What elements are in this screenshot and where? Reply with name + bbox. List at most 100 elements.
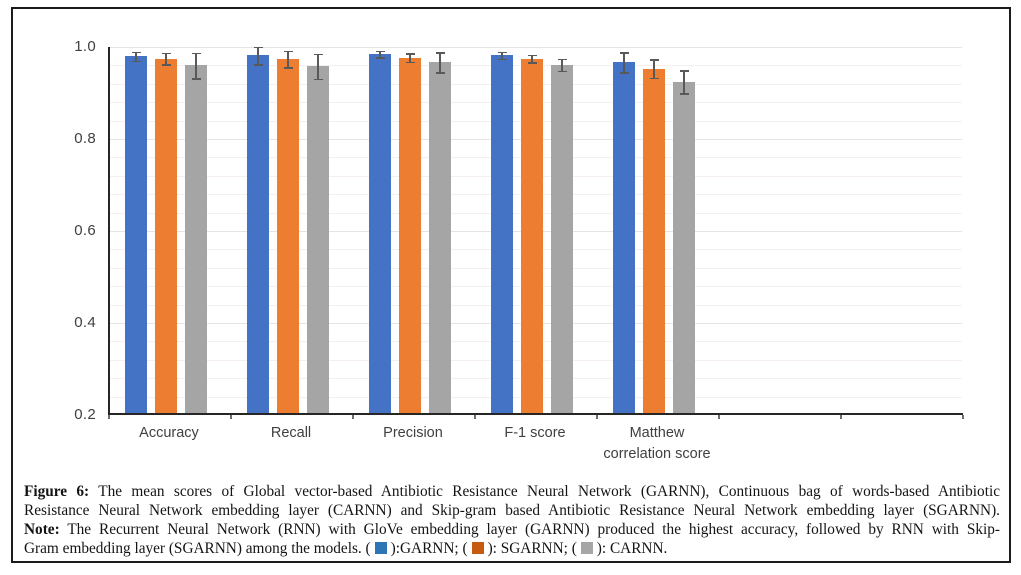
error-bar-cap-bottom	[405, 61, 415, 64]
bar-carnn-f-1-score	[551, 64, 573, 415]
error-bar-cap-top	[131, 51, 141, 54]
y-tick-label: 0.6	[74, 222, 96, 239]
y-tick-label: 0.8	[74, 130, 96, 147]
error-bar-cap-bottom	[679, 93, 689, 95]
x-axis-tick	[840, 415, 842, 419]
caption-line-2-text: Resistance Neural Network embedding laye…	[24, 502, 1000, 519]
error-bar-cap-bottom	[649, 77, 659, 80]
bar-garnn-recall	[247, 55, 269, 415]
error-bar-cap-bottom	[283, 67, 293, 69]
x-category-label: Matthew correlation score	[603, 425, 711, 463]
error-bar-cap-top	[253, 46, 263, 49]
caption-line-4: Gram embedding layer (SGARNN) among the …	[24, 539, 1000, 558]
major-gridline	[108, 47, 962, 48]
error-bar-cap-top	[619, 52, 629, 54]
x-axis-tick	[108, 415, 110, 419]
error-bar-cap-top	[497, 51, 507, 54]
figure-caption: Figure 6: The mean scores of Global vect…	[24, 482, 1000, 558]
error-bar-line	[683, 70, 685, 93]
bar-sgarnn-accuracy	[155, 58, 177, 415]
caption-line-3-text: The Recurrent Neural Network (RNN) with …	[59, 521, 1000, 538]
error-bar-line	[531, 54, 533, 63]
caption-figure-label: Figure 6:	[24, 483, 90, 500]
error-bar-cap-bottom	[191, 78, 201, 80]
x-category-label: Accuracy	[139, 425, 199, 441]
x-axis-tick	[352, 415, 354, 419]
x-axis-tick	[962, 415, 964, 419]
error-bar-cap-bottom	[375, 57, 385, 59]
error-bar-cap-top	[375, 50, 385, 53]
caption-legend: ):GARNN; ( ): SGARNN; ( ): CARNN.	[371, 540, 668, 557]
caption-line-1-text: The mean scores of Global vector-based A…	[89, 483, 1000, 500]
bar-garnn-precision	[369, 53, 391, 415]
error-bar-line	[501, 51, 503, 59]
x-axis-tick	[596, 415, 598, 419]
error-bar-cap-bottom	[253, 64, 263, 66]
figure-border-box: 1.0 0.8 0.6 0.4 0.2 Accuracy Recall Precision F…	[11, 7, 1011, 563]
error-bar-cap-top	[161, 52, 171, 55]
error-bar-cap-bottom	[161, 64, 171, 66]
bar-carnn-matthew-correlation-score	[673, 81, 695, 415]
caption-line-4-text: Gram embedding layer (SGARNN) among the …	[24, 540, 371, 557]
error-bar-cap-top	[527, 54, 537, 57]
bar-carnn-accuracy	[185, 65, 207, 415]
error-bar-cap-bottom	[313, 78, 323, 81]
error-bar-cap-bottom	[557, 70, 567, 73]
x-axis-tick	[230, 415, 232, 419]
error-bar-cap-top	[283, 50, 293, 53]
y-tick-label: 0.4	[74, 314, 96, 331]
error-bar-cap-top	[313, 53, 323, 56]
x-category-label: F-1 score	[504, 425, 566, 441]
error-bar-line	[257, 46, 259, 65]
error-bar-cap-top	[405, 53, 415, 55]
error-bar-line	[165, 52, 167, 64]
x-axis-line	[108, 413, 963, 415]
error-bar-cap-bottom	[435, 72, 445, 74]
error-bar-cap-top	[679, 70, 689, 72]
caption-legend-text: ): SGARNN; (	[487, 540, 577, 557]
caption-line-3: Note: The Recurrent Neural Network (RNN)…	[24, 520, 1000, 539]
bar-garnn-f-1-score	[491, 55, 513, 415]
caption-line-2: Resistance Neural Network embedding laye…	[24, 501, 1000, 520]
caption-legend-swatch-garnn	[374, 542, 387, 554]
x-category-label: Precision	[383, 425, 443, 441]
error-bar-cap-top	[191, 52, 201, 55]
caption-legend-swatch-carnn	[580, 542, 593, 554]
error-bar-cap-bottom	[497, 58, 507, 61]
x-axis-tick	[474, 415, 476, 419]
error-bar-line	[653, 59, 655, 78]
y-tick-label: 0.2	[74, 406, 96, 423]
bar-garnn-matthew-correlation-score	[613, 62, 635, 415]
error-bar-line	[409, 53, 411, 62]
error-bar-cap-top	[435, 52, 445, 54]
bar-carnn-precision	[429, 62, 451, 415]
error-bar-line	[287, 50, 289, 68]
caption-legend-text: ):GARNN; (	[390, 540, 468, 557]
caption-line-1: Figure 6: The mean scores of Global vect…	[24, 482, 1000, 501]
x-category-label: Recall	[270, 425, 312, 441]
bar-carnn-recall	[307, 66, 329, 415]
caption-legend-swatch-sgarnn	[471, 542, 484, 554]
plot-area	[108, 46, 962, 415]
bar-garnn-accuracy	[125, 56, 147, 415]
error-bar-cap-bottom	[527, 62, 537, 64]
error-bar-line	[195, 52, 197, 79]
error-bar-line	[379, 50, 381, 58]
y-axis-line	[108, 47, 110, 417]
error-bar-cap-bottom	[131, 60, 141, 63]
error-bar-line	[135, 51, 137, 61]
y-tick-label: 1.0	[74, 38, 96, 55]
bar-sgarnn-recall	[277, 58, 299, 415]
error-bar-line	[439, 52, 441, 73]
caption-note-label: Note:	[24, 521, 60, 538]
error-bar-cap-bottom	[619, 72, 629, 74]
error-bar-cap-top	[557, 58, 567, 61]
caption-legend-text: ): CARNN.	[596, 540, 668, 557]
x-axis-tick	[718, 415, 720, 419]
bar-sgarnn-matthew-correlation-score	[643, 68, 665, 415]
error-bar-line	[561, 58, 563, 71]
error-bar-cap-top	[649, 59, 659, 61]
bar-sgarnn-f-1-score	[521, 58, 543, 415]
error-bar-line	[317, 53, 319, 79]
